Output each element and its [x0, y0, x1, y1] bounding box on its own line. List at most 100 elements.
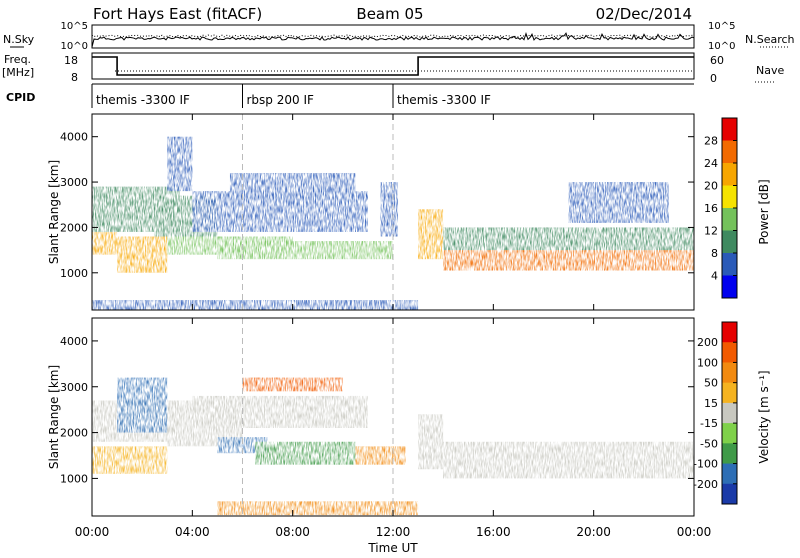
nave-tick-top: 60 — [710, 54, 724, 67]
data-region-7 — [192, 395, 368, 428]
colorbar-swatch — [722, 463, 737, 485]
power-segment-boundaries — [242, 114, 394, 310]
freq-label-line1: Freq. — [4, 53, 31, 66]
colorbar-tick-label: 16 — [704, 202, 718, 215]
x-tick-label: 20:00 — [576, 525, 611, 539]
colorbar-swatch — [722, 322, 737, 343]
data-region-15 — [92, 300, 419, 310]
colorbar-swatch — [722, 163, 737, 186]
power-data-layer — [92, 136, 694, 310]
colorbar-tick-label: -200 — [693, 478, 718, 491]
colorbar-swatch — [722, 140, 737, 164]
nsky-tick-bottom: 10^0 — [61, 41, 88, 52]
data-region-1 — [92, 231, 118, 255]
colorbar-tick-label: -100 — [693, 458, 718, 471]
time-axis-label: Time UT — [367, 541, 418, 554]
velocity-y-label: Slant Range [km] — [47, 365, 61, 469]
data-region-3 — [92, 446, 168, 474]
nsearch-label: N.Search — [745, 33, 795, 46]
colorbar-swatch — [722, 483, 737, 505]
colorbar-tick-label: 8 — [711, 247, 718, 260]
x-tick-label: 16:00 — [476, 525, 511, 539]
freq-line — [92, 56, 694, 76]
y-tick-label: 1000 — [60, 472, 88, 485]
data-region-12 — [443, 250, 694, 271]
colorbar-tick-label: 28 — [704, 135, 718, 148]
colorbar-swatch — [722, 443, 737, 465]
colorbar-tick-label: 24 — [704, 157, 718, 170]
y-tick-label: 4000 — [60, 131, 88, 144]
nsky-line — [91, 32, 695, 48]
freq-panel-frame — [91, 52, 695, 80]
data-region-10 — [418, 414, 444, 470]
data-region-2 — [117, 377, 168, 433]
x-tick-label: 00:00 — [677, 525, 712, 539]
data-region-9 — [167, 136, 193, 192]
velocity-segment-boundaries — [242, 318, 394, 516]
cpid-segment-3: themis -3300 IF — [397, 93, 491, 107]
x-tick-label: 08:00 — [275, 525, 310, 539]
power-colorbar: 4 8 12 16 20 24 28 — [704, 117, 738, 299]
station-title: Fort Hays East (fitACF) — [93, 5, 262, 23]
colorbar-tick-label: -15 — [700, 417, 718, 430]
velocity-y-axis: 1000 2000 3000 4000 — [60, 335, 694, 485]
freq-panel: Freq. [MHz] 18 8 60 0 Nave — [2, 52, 784, 85]
power-y-axis: 1000 2000 3000 4000 — [60, 131, 694, 280]
nave-tick-bottom: 0 — [710, 72, 717, 85]
velocity-colorbar: 200 100 50 15 -15 -50 -100 -200 — [693, 321, 738, 505]
date-title: 02/Dec/2014 — [596, 5, 692, 23]
cpid-segment-2: rbsp 200 IF — [247, 93, 314, 107]
y-tick-label: 3000 — [60, 176, 88, 189]
nsearch-line — [91, 34, 695, 38]
colorbar-tick-label: 15 — [704, 397, 718, 410]
colorbar-swatch — [722, 362, 737, 384]
colorbar-tick-label: 12 — [704, 225, 718, 238]
data-region-6 — [217, 241, 393, 260]
y-tick-label: 2000 — [60, 221, 88, 234]
data-region-8 — [229, 172, 356, 201]
freq-tick-bottom: 8 — [71, 71, 78, 84]
colorbar-tick-label: 20 — [704, 180, 718, 193]
noise-panel-frame — [91, 24, 695, 49]
data-region-8 — [355, 446, 406, 465]
data-region-12 — [217, 501, 419, 516]
cpid-segment-1: themis -3300 IF — [96, 93, 190, 107]
colorbar-tick-label: 100 — [697, 356, 718, 369]
y-tick-label: 1000 — [60, 267, 88, 280]
x-tick-label: 00:00 — [75, 525, 110, 539]
velocity-data-layer — [92, 377, 694, 516]
nsearch-tick-bottom: 10^0 — [708, 41, 735, 52]
data-region-6 — [255, 441, 356, 465]
data-region-13 — [443, 227, 694, 251]
colorbar-swatch — [722, 118, 737, 141]
beam-title: Beam 05 — [356, 5, 423, 23]
velocity-colorbar-label: Velocity [m s⁻¹] — [757, 370, 771, 463]
freq-tick-top: 18 — [64, 54, 78, 67]
nave-label: Nave — [756, 64, 784, 77]
colorbar-swatch — [722, 253, 737, 276]
colorbar-tick-label: 4 — [711, 270, 718, 283]
x-tick-label: 12:00 — [376, 525, 411, 539]
nsky-label: N.Sky — [3, 33, 35, 46]
time-axis: 00:00 04:00 08:00 12:00 16:00 20:00 00:00 — [75, 114, 712, 539]
data-region-10 — [380, 182, 399, 237]
colorbar-swatch — [722, 382, 737, 404]
data-region-11 — [443, 441, 694, 479]
cpid-label: CPID — [6, 91, 35, 104]
colorbar-swatch — [722, 342, 737, 363]
noise-panel: N.Sky 10^5 10^0 10^5 10^0 N.Search — [3, 21, 795, 52]
data-region-14 — [568, 182, 669, 223]
colorbar-tick-label: 50 — [704, 377, 718, 390]
power-panel: 1000 2000 3000 4000 Slant Range [km] 4 8 12 16… — [47, 113, 771, 311]
data-region-11 — [418, 209, 444, 260]
freq-label-line2: [MHz] — [2, 66, 34, 79]
data-region-9 — [242, 377, 343, 392]
colorbar-swatch — [722, 185, 737, 209]
colorbar-swatch — [722, 230, 737, 254]
x-tick-label: 04:00 — [175, 525, 210, 539]
colorbar-swatch — [722, 275, 737, 299]
colorbar-swatch — [722, 402, 737, 424]
colorbar-tick-label: -50 — [700, 437, 718, 450]
